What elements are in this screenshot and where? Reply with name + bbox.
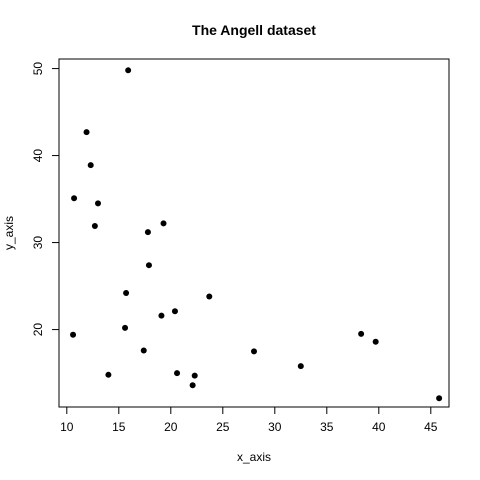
data-point xyxy=(358,330,365,337)
data-point xyxy=(125,67,132,74)
data-point xyxy=(191,372,198,379)
data-point xyxy=(372,338,379,345)
y-tick-label: 50 xyxy=(31,62,45,76)
data-point xyxy=(144,229,151,236)
y-tick-label: 40 xyxy=(31,149,45,163)
data-point xyxy=(91,223,98,230)
chart-title: The Angell dataset xyxy=(192,22,316,38)
data-point xyxy=(206,293,213,300)
data-point xyxy=(122,324,129,331)
data-point xyxy=(297,363,304,370)
data-point xyxy=(140,347,147,354)
data-point xyxy=(83,129,90,136)
data-point xyxy=(70,331,77,338)
x-axis-label: x_axis xyxy=(237,450,271,464)
x-tick-label: 30 xyxy=(268,420,282,434)
y-tick-label: 20 xyxy=(31,323,45,337)
data-point xyxy=(95,200,101,207)
data-point xyxy=(123,290,130,297)
data-point xyxy=(105,371,112,378)
y-axis-label: y_axis xyxy=(2,216,16,250)
data-point xyxy=(71,195,78,202)
x-tick-label: 25 xyxy=(216,420,230,434)
data-point xyxy=(87,162,94,169)
data-point xyxy=(171,308,178,315)
x-tick-label: 10 xyxy=(60,420,74,434)
data-points xyxy=(70,67,443,402)
data-point xyxy=(158,312,165,319)
y-axis: 20 30 40 50 xyxy=(31,62,60,337)
data-point xyxy=(174,370,181,377)
data-point xyxy=(160,220,167,227)
x-tick-label: 40 xyxy=(372,420,386,434)
plot-frame xyxy=(58,58,450,408)
data-point xyxy=(145,262,152,269)
x-tick-label: 35 xyxy=(320,420,334,434)
data-point xyxy=(436,395,443,402)
x-tick-label: 20 xyxy=(164,420,178,434)
data-point xyxy=(189,382,196,389)
data-point xyxy=(251,348,257,355)
x-tick-label: 15 xyxy=(112,420,126,434)
x-tick-label: 45 xyxy=(424,420,438,434)
y-tick-label: 30 xyxy=(31,236,45,250)
x-axis: 10 15 20 25 30 35 40 45 xyxy=(60,406,438,434)
